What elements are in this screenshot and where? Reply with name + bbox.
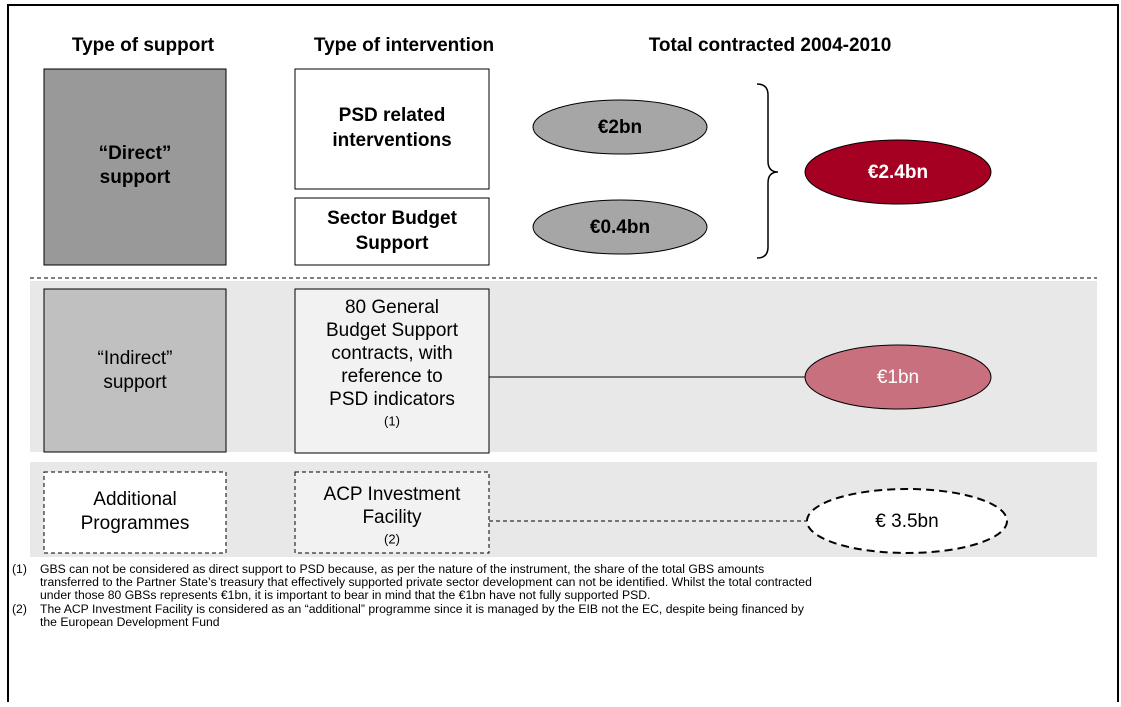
note-number: (1) bbox=[12, 562, 27, 576]
intervention-label: reference to bbox=[341, 366, 442, 387]
note-line: The ACP Investment Facility is considere… bbox=[40, 602, 805, 616]
intervention-label: 80 General bbox=[345, 297, 439, 318]
note-ref: (1) bbox=[384, 413, 400, 428]
amount-ellipse bbox=[806, 488, 1008, 554]
intervention-label: Support bbox=[356, 233, 429, 254]
header: Type of support bbox=[72, 35, 215, 56]
amount-ellipse bbox=[532, 99, 708, 155]
total-amount: €2.4bn bbox=[868, 162, 928, 183]
header: Type of intervention bbox=[314, 35, 494, 56]
header: Total contracted 2004-2010 bbox=[649, 35, 892, 56]
intervention-box bbox=[294, 288, 490, 454]
support-box bbox=[43, 68, 227, 266]
frame bbox=[7, 4, 1119, 702]
note-line: transferred to the Partner State’s treas… bbox=[40, 575, 812, 589]
intervention-label: Facility bbox=[362, 507, 422, 528]
intervention-label: Budget Support bbox=[326, 320, 459, 341]
support-box bbox=[43, 288, 227, 453]
intervention-label: Sector Budget bbox=[327, 208, 458, 229]
intervention-label: PSD indicators bbox=[329, 389, 455, 410]
support-label: “Indirect” bbox=[98, 348, 173, 369]
support-label: “Direct” bbox=[99, 143, 172, 164]
intervention-label: interventions bbox=[332, 130, 451, 151]
amount: €0.4bn bbox=[590, 217, 650, 238]
amount: € 3.5bn bbox=[875, 511, 938, 532]
total-ellipse bbox=[804, 139, 992, 205]
amount: €1bn bbox=[877, 367, 919, 388]
support-label: support bbox=[100, 167, 171, 188]
note-line: under those 80 GBSs represents €1bn, it … bbox=[40, 588, 650, 602]
intervention-label: PSD related bbox=[339, 105, 446, 126]
note-line: the European Development Fund bbox=[40, 615, 220, 629]
intervention-box bbox=[294, 197, 490, 266]
amount-ellipse bbox=[532, 199, 708, 255]
support-label: Additional bbox=[93, 489, 176, 510]
support-box bbox=[43, 471, 227, 554]
amount: €2bn bbox=[598, 117, 642, 138]
intervention-label: ACP Investment bbox=[324, 484, 462, 505]
amount-ellipse bbox=[804, 344, 992, 410]
support-label: Programmes bbox=[81, 513, 190, 534]
note-number: (2) bbox=[12, 602, 27, 616]
intervention-box bbox=[294, 68, 490, 190]
bracket bbox=[756, 83, 779, 259]
intervention-box bbox=[294, 471, 490, 554]
note-line: GBS can not be considered as direct supp… bbox=[40, 562, 764, 576]
note-ref: (2) bbox=[384, 531, 400, 546]
intervention-label: contracts, with bbox=[331, 343, 452, 364]
support-label: support bbox=[103, 372, 167, 393]
